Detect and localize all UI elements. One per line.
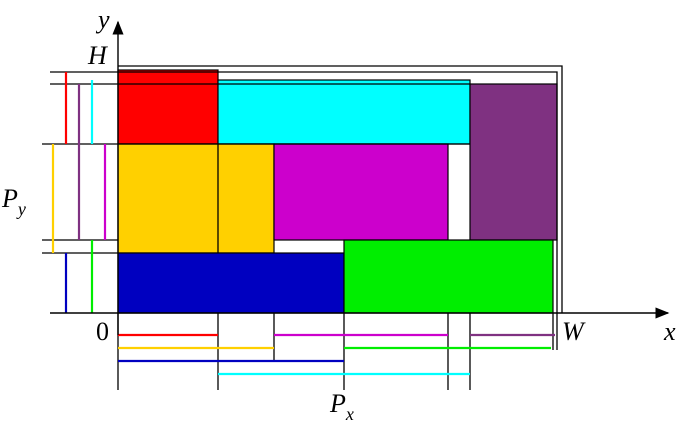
guide-lines (42, 65, 563, 390)
py-base: P (1, 184, 18, 213)
x-axis-label: x (663, 317, 676, 346)
px-sub: x (345, 404, 354, 424)
origin-label: 0 (96, 317, 109, 346)
py-label: Py (1, 184, 26, 219)
rect-cyan (217, 79, 471, 145)
px-base: P (329, 389, 346, 418)
rect-purple (469, 83, 558, 241)
rect-green (343, 239, 554, 314)
width-label: W (562, 317, 586, 346)
left-segments (51, 72, 107, 313)
rect-blue (117, 252, 345, 314)
rectangles (117, 69, 558, 314)
height-label: H (87, 41, 108, 70)
y-axis-label: y (95, 5, 110, 34)
bottom-segments (118, 333, 555, 376)
rect-yellow (117, 143, 275, 254)
py-sub: y (16, 199, 26, 219)
px-label: Px (329, 389, 354, 424)
rect-red (117, 69, 219, 145)
rect-magenta (273, 143, 449, 241)
